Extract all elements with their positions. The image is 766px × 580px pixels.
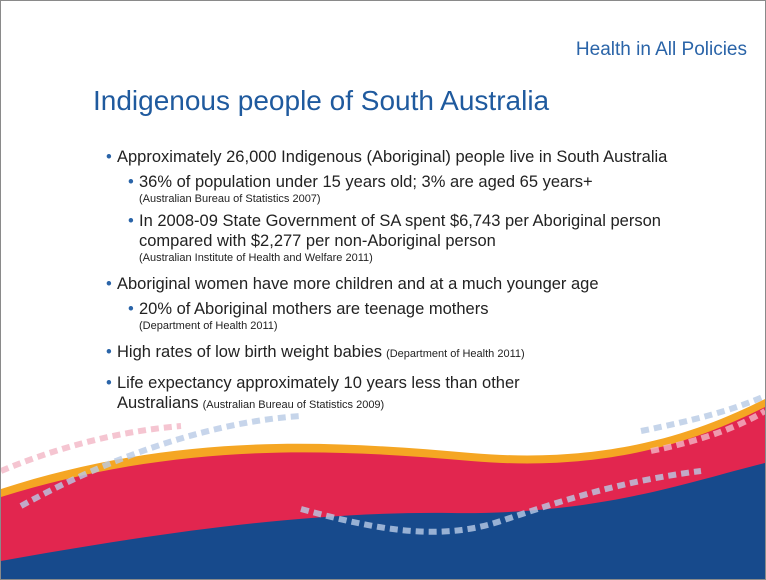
bullet-text: In 2008-09 State Government of SA spent … bbox=[139, 212, 661, 250]
sub-bullet: 20% of Aboriginal mothers are teenage mo… bbox=[128, 299, 726, 333]
bullet-text: 36% of population under 15 years old; 3%… bbox=[139, 173, 593, 191]
source: (Department of Health 2011) bbox=[139, 319, 726, 333]
header-subtitle: Health in All Policies bbox=[576, 39, 747, 61]
sub-bullet: In 2008-09 State Government of SA spent … bbox=[128, 211, 726, 265]
bullet: Life expectancy approximately 10 years l… bbox=[106, 373, 597, 415]
source: (Australian Bureau of Statistics 2009) bbox=[203, 399, 385, 411]
slide-title: Indigenous people of South Australia bbox=[93, 85, 549, 117]
slide: Health in All Policies Indigenous people… bbox=[0, 0, 766, 580]
bullet: High rates of low birth weight babies (De… bbox=[106, 342, 726, 364]
bullet-text: Approximately 26,000 Indigenous (Aborigi… bbox=[117, 148, 667, 166]
bullet-text: 20% of Aboriginal mothers are teenage mo… bbox=[139, 300, 488, 318]
bullet: Aboriginal women have more children and … bbox=[106, 274, 726, 333]
bullet-text: Aboriginal women have more children and … bbox=[117, 275, 599, 293]
source: (Australian Institute of Health and Welf… bbox=[139, 251, 726, 265]
bullet-list: Approximately 26,000 Indigenous (Aborigi… bbox=[106, 147, 726, 424]
bullet-text: High rates of low birth weight babies bbox=[117, 343, 382, 361]
source: (Australian Bureau of Statistics 2007) bbox=[139, 192, 726, 206]
bullet: Approximately 26,000 Indigenous (Aborigi… bbox=[106, 147, 726, 265]
sub-bullet: 36% of population under 15 years old; 3%… bbox=[128, 172, 726, 206]
source: (Department of Health 2011) bbox=[386, 348, 525, 360]
